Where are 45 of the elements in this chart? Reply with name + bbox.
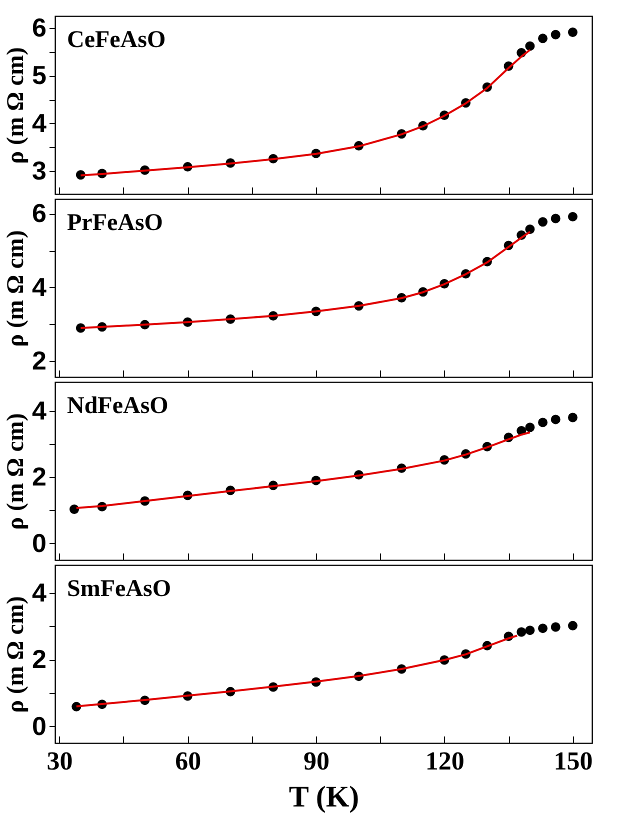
y-tick-label: 2 <box>32 644 46 674</box>
point <box>538 34 548 44</box>
point <box>568 27 578 37</box>
point <box>525 41 535 51</box>
point <box>70 504 79 514</box>
point <box>538 217 548 227</box>
point <box>550 30 560 40</box>
y-axis-title: ρ (m Ω cm) <box>3 596 30 713</box>
y-tick-label: 5 <box>32 60 46 90</box>
point <box>568 212 578 222</box>
y-axis-title: ρ (m Ω cm) <box>3 413 30 530</box>
y-tick-label: 0 <box>32 710 46 741</box>
y-tick-label: 4 <box>32 272 48 302</box>
point <box>568 620 578 630</box>
point <box>538 418 548 428</box>
x-tick-label: 120 <box>425 746 464 776</box>
x-tick-label: 150 <box>554 746 593 776</box>
point <box>525 626 535 636</box>
annotation: PrFeAsO <box>67 210 163 236</box>
y-tick-label: 4 <box>32 108 48 138</box>
y-axis-title: ρ (m Ω cm) <box>3 47 30 164</box>
point <box>568 412 578 422</box>
annotation: NdFeAsO <box>67 393 168 419</box>
annotation: CeFeAsO <box>67 27 166 53</box>
x-axis-title: T (K) <box>288 780 360 814</box>
point <box>525 422 535 432</box>
annotation: SmFeAsO <box>67 576 171 602</box>
point <box>550 214 560 224</box>
x-tick-label: 90 <box>304 746 330 776</box>
y-axis-title: ρ (m Ω cm) <box>3 230 30 347</box>
point <box>538 624 548 634</box>
y-tick-label: 2 <box>32 346 46 376</box>
x-tick-label: 60 <box>175 746 202 776</box>
y-tick-label: 4 <box>32 578 48 608</box>
point <box>550 414 560 424</box>
point <box>516 627 526 637</box>
x-tick-label: 30 <box>46 746 73 776</box>
y-tick-label: 2 <box>32 462 46 492</box>
y-tick-label: 0 <box>32 528 46 558</box>
y-tick-label: 6 <box>32 12 46 42</box>
y-tick-label: 3 <box>32 156 46 186</box>
point <box>550 622 560 632</box>
y-tick-label: 4 <box>32 395 48 426</box>
y-tick-label: 6 <box>32 198 46 228</box>
point <box>525 224 535 234</box>
